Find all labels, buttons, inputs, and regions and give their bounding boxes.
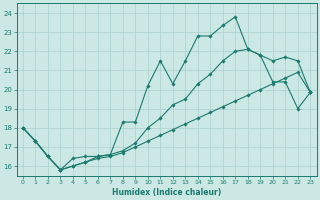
X-axis label: Humidex (Indice chaleur): Humidex (Indice chaleur) xyxy=(112,188,221,197)
